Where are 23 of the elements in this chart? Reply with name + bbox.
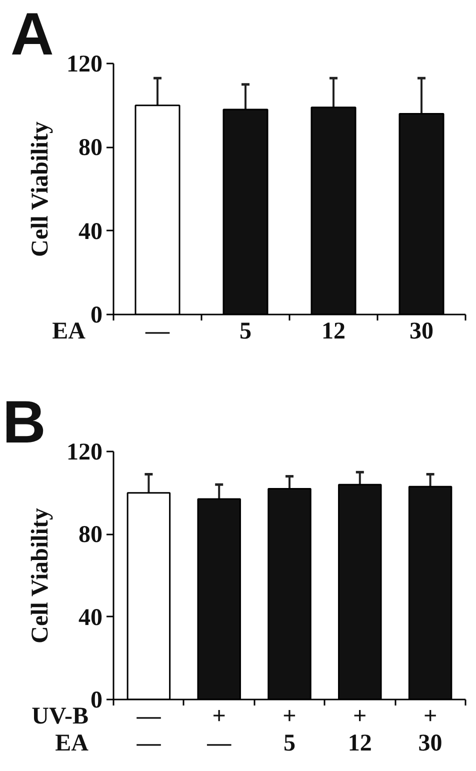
x-tick-label: 5 — [240, 318, 252, 344]
x-axis-title: UV-B EA — [32, 704, 90, 756]
x-tick-label: 12 — [322, 318, 346, 344]
category-label: + 5 — [282, 704, 296, 756]
category-label: — — — [136, 704, 161, 756]
y-tick-label: 80 — [78, 522, 102, 548]
y-axis-title: Cell Viability — [28, 508, 54, 644]
x-tick-label: 30 — [410, 318, 434, 344]
y-tick-label: 120 — [66, 52, 102, 78]
y-tick-label: 0 — [90, 688, 102, 714]
chart-title: A — [10, 0, 54, 68]
y-tick-label: 40 — [78, 604, 102, 631]
x-tick-label: — — [144, 318, 170, 344]
chart-title: B — [2, 388, 46, 456]
y-tick-label: 80 — [78, 135, 102, 162]
category-label: + 30 — [418, 704, 442, 756]
y-tick-label: 40 — [78, 218, 102, 245]
x-axis-title: EA — [52, 318, 86, 344]
category-label: + 12 — [348, 704, 372, 756]
category-label: + — — [207, 704, 232, 756]
y-tick-label: 120 — [66, 440, 102, 466]
y-axis-title: Cell Viability — [28, 122, 54, 257]
y-tick-label: 0 — [90, 302, 102, 328]
